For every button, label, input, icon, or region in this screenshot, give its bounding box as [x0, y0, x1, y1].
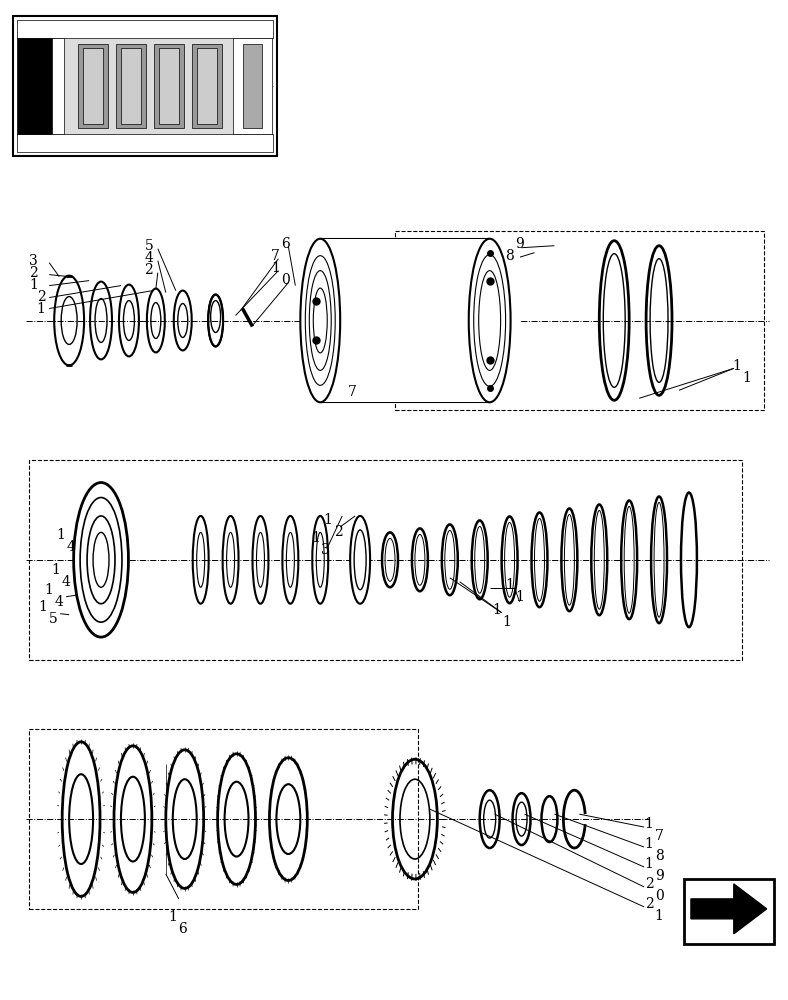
Polygon shape [691, 884, 767, 934]
Text: 1: 1 [324, 513, 333, 527]
Text: 3: 3 [321, 543, 329, 557]
Text: 2: 2 [645, 877, 653, 891]
Text: 4: 4 [61, 575, 71, 589]
Ellipse shape [350, 516, 370, 604]
Bar [154, 44, 184, 128]
Text: 1: 1 [645, 857, 653, 871]
Text: 7: 7 [271, 249, 280, 263]
Text: 4: 4 [144, 251, 154, 265]
Text: 7: 7 [655, 829, 663, 843]
Text: 1: 1 [742, 371, 751, 385]
Text: 4: 4 [67, 540, 76, 554]
Ellipse shape [469, 239, 511, 402]
Text: 1: 1 [37, 302, 46, 316]
Text: 1: 1 [645, 817, 653, 831]
Bar [159, 48, 179, 124]
Ellipse shape [73, 483, 128, 637]
Bar [17, 20, 273, 38]
Bar [395, 231, 764, 410]
Text: 1: 1 [655, 909, 663, 923]
Text: 2: 2 [645, 897, 653, 911]
Text: 0: 0 [655, 889, 663, 903]
Text: 4: 4 [54, 595, 64, 609]
Text: 1: 1 [492, 603, 501, 617]
Bar [197, 48, 217, 124]
Text: 2: 2 [37, 290, 46, 304]
Text: 1: 1 [515, 590, 524, 604]
Text: 1: 1 [310, 531, 320, 545]
Bar [29, 729, 418, 909]
Ellipse shape [300, 239, 340, 402]
Bar [17, 134, 273, 152]
Text: 9: 9 [515, 237, 524, 251]
Text: 1: 1 [57, 528, 65, 542]
Bar [243, 44, 262, 128]
Text: 1: 1 [45, 583, 54, 597]
Text: 8: 8 [505, 249, 514, 263]
Bar [121, 48, 141, 124]
Bar [232, 38, 273, 134]
Text: 9: 9 [655, 869, 663, 883]
Text: 8: 8 [655, 849, 663, 863]
Text: 6: 6 [281, 237, 290, 251]
Text: 1: 1 [645, 837, 653, 851]
Bar [191, 44, 221, 128]
Text: 2: 2 [144, 263, 153, 277]
Bar [17, 20, 273, 152]
Bar [684, 879, 774, 944]
Bar [13, 16, 277, 156]
Bar [17, 38, 52, 134]
Text: 2: 2 [29, 266, 38, 280]
Ellipse shape [80, 498, 122, 622]
Text: 2: 2 [334, 525, 343, 539]
Text: 1: 1 [39, 600, 48, 614]
Text: 6: 6 [178, 922, 187, 936]
Bar [116, 44, 146, 128]
Text: 7: 7 [348, 385, 357, 399]
Text: 1: 1 [29, 278, 38, 292]
Text: 1: 1 [52, 563, 61, 577]
Text: 3: 3 [29, 254, 38, 268]
Bar [29, 460, 742, 660]
Text: 1: 1 [271, 261, 280, 275]
Text: 1: 1 [732, 359, 742, 373]
Text: 0: 0 [281, 273, 290, 287]
Bar [83, 48, 103, 124]
Text: 1: 1 [505, 578, 514, 592]
Ellipse shape [87, 516, 115, 604]
Text: 1: 1 [502, 615, 511, 629]
Text: 5: 5 [49, 612, 58, 626]
Text: 1: 1 [169, 910, 177, 924]
Text: 5: 5 [144, 239, 153, 253]
Bar [52, 38, 64, 134]
Bar [78, 44, 108, 128]
Bar [320, 239, 519, 402]
